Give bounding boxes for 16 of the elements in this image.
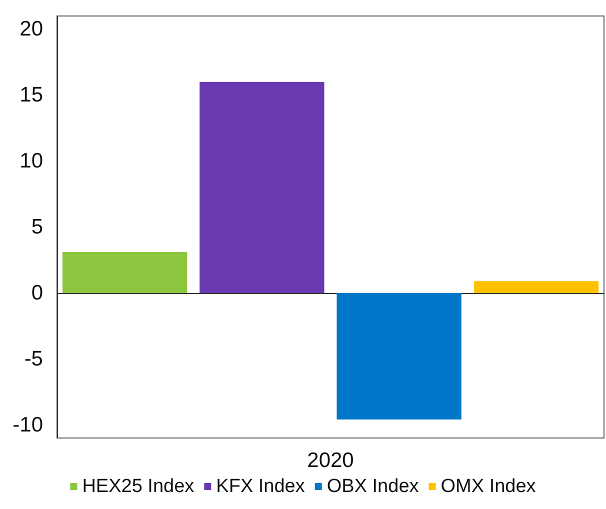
y-tick-label: 20 xyxy=(20,18,43,41)
bar xyxy=(200,82,324,293)
y-tick-label: -5 xyxy=(24,347,43,370)
y-tick-label: 10 xyxy=(20,150,43,173)
y-tick-label: 0 xyxy=(31,281,43,304)
y-tick-label: 15 xyxy=(20,84,43,107)
legend-label: HEX25 Index xyxy=(82,476,195,497)
bar xyxy=(62,252,188,293)
bar xyxy=(474,281,599,293)
x-tick-label: 2020 xyxy=(307,449,354,472)
bar xyxy=(336,292,462,420)
legend-label: KFX Index xyxy=(216,476,306,497)
y-tick-label: 5 xyxy=(31,216,43,238)
y-tick-label: -10 xyxy=(12,413,43,436)
legend-label: OMX Index xyxy=(440,476,536,497)
legend-label: OBX Index xyxy=(326,476,420,497)
